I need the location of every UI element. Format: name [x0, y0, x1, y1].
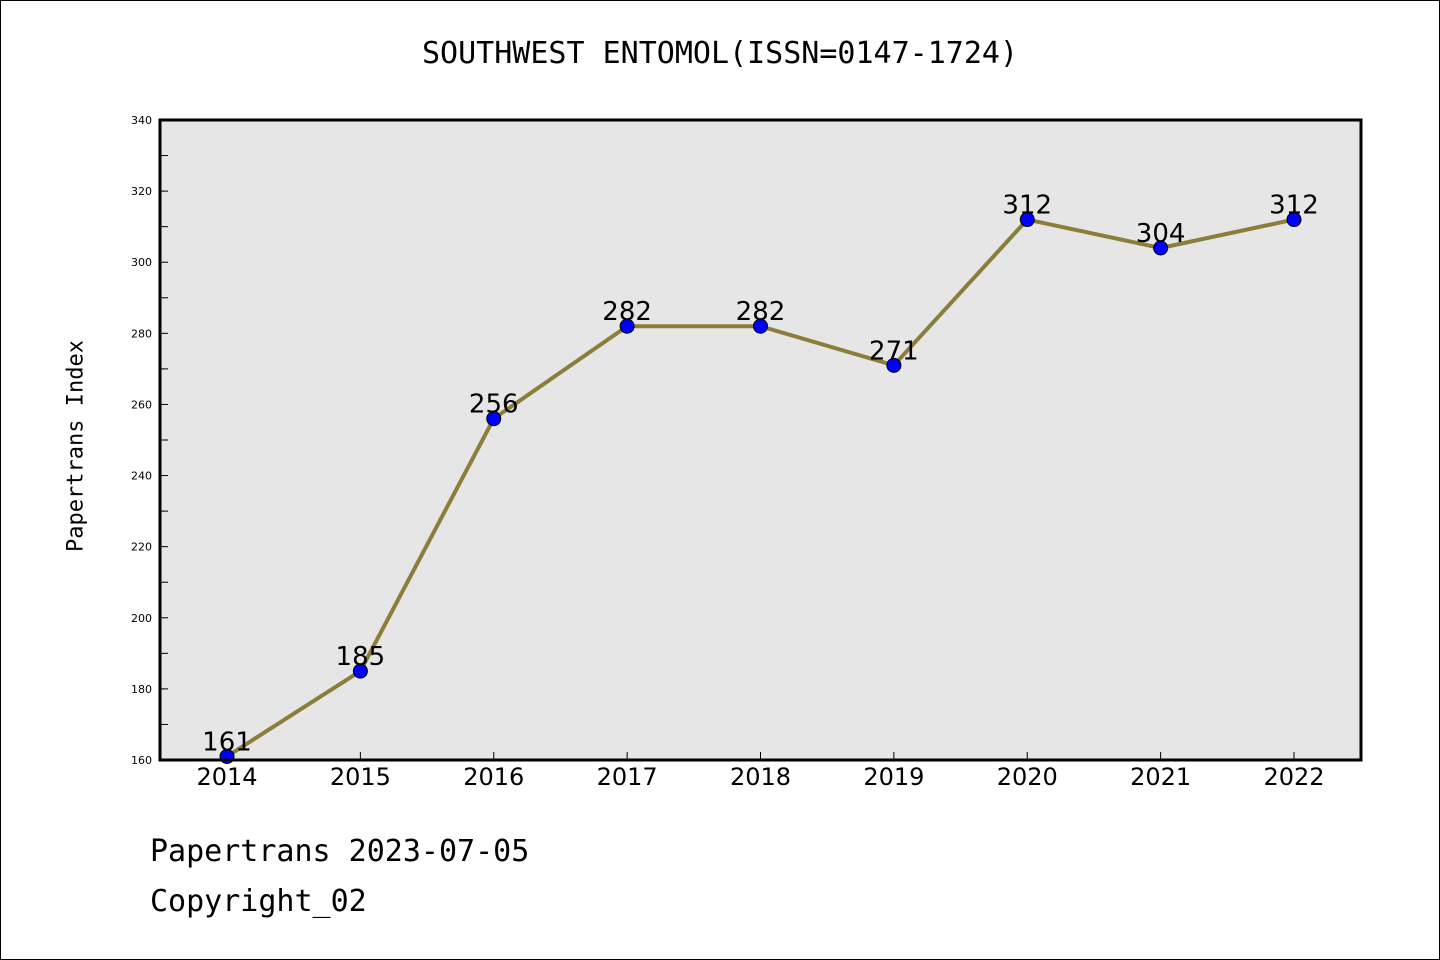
data-point-marker [753, 318, 768, 334]
y-tick-label: 340 [131, 114, 152, 127]
data-label: 304 [1136, 219, 1186, 249]
x-axis-ticks: 2014 2015 2016 2017 2018 2019 2020 2021 2022 [196, 752, 1325, 791]
y-tick-label: 160 [131, 754, 152, 767]
data-point-marker [619, 318, 635, 334]
data-label: 271 [869, 336, 919, 366]
data-point-marker [352, 663, 368, 679]
data-label: 312 [1269, 191, 1319, 221]
footer-date: Papertrans 2023-07-05 [150, 834, 530, 869]
y-tick-label: 320 [131, 185, 152, 198]
y-tick-label: 280 [131, 327, 152, 340]
x-tick-label: 2020 [997, 763, 1058, 791]
data-point-marker [1153, 240, 1169, 256]
x-tick-label: 2014 [196, 763, 257, 791]
plot-border [158, 118, 1363, 762]
x-tick-label: 2018 [730, 763, 791, 791]
data-label: 185 [336, 642, 386, 672]
y-tick-label: 220 [131, 541, 152, 554]
data-label: 282 [602, 297, 652, 327]
data-point-marker [1286, 212, 1302, 228]
data-point-marker [886, 357, 902, 373]
y-tick-label: 300 [131, 256, 152, 269]
x-tick-label: 2022 [1263, 763, 1324, 791]
data-label: 256 [469, 390, 519, 420]
x-tick-label: 2021 [1130, 763, 1191, 791]
x-tick-label: 2016 [463, 763, 524, 791]
data-point-marker [1019, 212, 1035, 228]
data-label: 282 [736, 297, 786, 327]
data-label: 312 [1002, 191, 1052, 221]
chart-title: SOUTHWEST ENTOMOL(ISSN=0147-1724) [421, 36, 1019, 71]
plot-area [160, 120, 1361, 760]
footer-copyright: Copyright_02 [150, 884, 367, 919]
data-label: 161 [202, 727, 252, 757]
x-tick-label: 2019 [863, 763, 924, 791]
x-tick-label: 2017 [597, 763, 658, 791]
data-labels: 161 185 256 282 282 271 312 304 312 [202, 191, 1319, 758]
y-tick-label: 180 [131, 683, 152, 696]
y-tick-label: 260 [131, 398, 152, 411]
y-axis-ticks: 160 180 200 220 240 260 280 300 320 340 [131, 114, 168, 767]
x-tick-label: 2015 [330, 763, 391, 791]
data-point-marker [486, 411, 502, 427]
y-tick-label: 240 [131, 470, 152, 483]
y-tick-label: 200 [131, 612, 152, 625]
